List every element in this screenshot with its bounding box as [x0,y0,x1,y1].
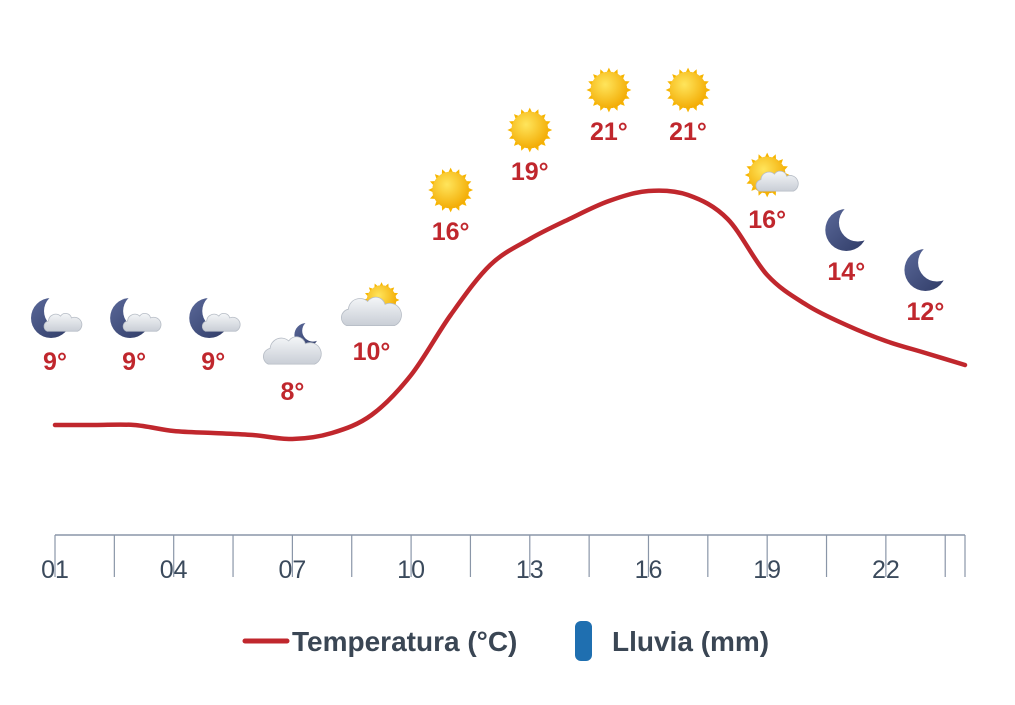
legend-item-temperature[interactable]: Temperatura (°C) [242,626,517,657]
x-axis: 01 04 07 10 13 16 19 22 [41,534,966,584]
legend-item-rain[interactable]: Lluvia (mm) [575,621,769,661]
temperature-label: 21° [590,118,628,146]
x-tick-label: 10 [397,556,425,584]
cloud-sun-icon [341,282,402,326]
x-tick-label: 07 [278,556,306,584]
x-tick-label: 01 [41,556,69,584]
moon-icon [904,249,947,291]
sun-cloud-icon [744,152,799,198]
temperature-label: 10° [353,338,391,366]
sun-icon [665,67,711,113]
x-tick-label: 13 [516,556,544,584]
legend-label: Temperatura (°C) [292,626,517,657]
temperature-line [52,188,968,442]
temperature-label: 12° [907,298,945,326]
night-cloud-icon [31,298,83,338]
temperature-label: 9° [43,348,67,376]
legend-label: Lluvia (mm) [612,626,769,657]
night-cloud-icon [110,298,162,338]
weather-icons-layer [31,67,947,365]
legend: Temperatura (°C) Lluvia (mm) [242,621,769,661]
sun-icon [586,67,632,113]
temperature-label: 21° [669,118,707,146]
sun-icon [507,107,553,153]
x-tick-label: 19 [753,556,781,584]
x-tick-label: 22 [872,556,900,584]
temperature-label: 16° [748,206,786,234]
temperature-label: 14° [827,258,865,286]
x-tick-label: 16 [635,556,663,584]
temperature-label: 8° [280,378,304,406]
temperature-line-layer [52,188,968,442]
temperature-label: 16° [432,218,470,246]
temperature-label: 9° [122,348,146,376]
moon-icon [825,209,868,251]
cloud-moon-icon [262,323,322,365]
temperature-labels-layer: 9° 9° 9° 8° 10° 16° 19° 21° 21° 16° 14° 12° [43,118,944,406]
x-tick-label: 04 [160,556,188,584]
sun-icon [428,167,474,213]
night-cloud-icon [189,298,241,338]
temperature-label: 9° [201,348,225,376]
temperature-label: 19° [511,158,549,186]
legend-bar-swatch [575,621,592,661]
